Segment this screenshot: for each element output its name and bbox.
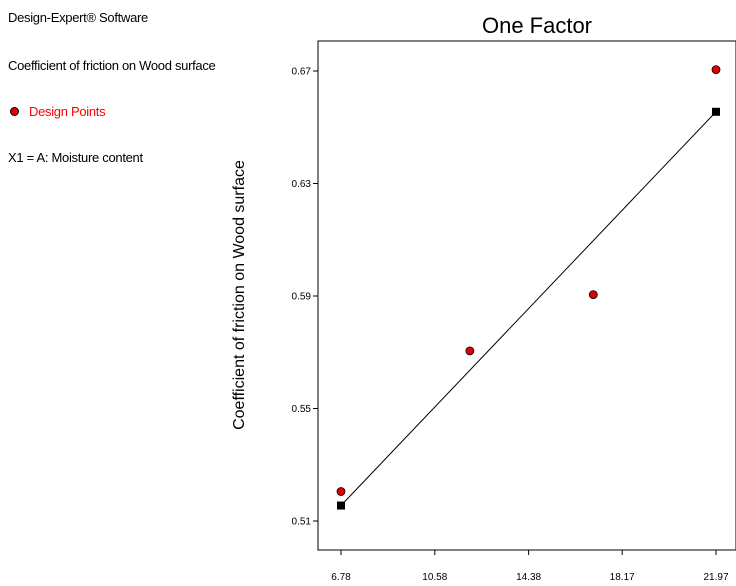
y-axis-label-group: Coefficient of friction on Wood surface	[231, 160, 248, 430]
x-tick-label: 10.58	[422, 572, 447, 583]
x-tick-label: 18.17	[610, 572, 635, 583]
y-tick-label: 0.63	[292, 179, 312, 190]
y-axis-label: Coefficient of friction on Wood surface	[231, 160, 248, 430]
legend-label: Design Points	[29, 104, 106, 119]
axis-ticks: 0.51 0.55 0.59 0.63 0.67 6.78 10.58 14.38 18.17 2…	[292, 67, 729, 584]
response-name: Coefficient of friction on Wood surface	[8, 58, 216, 73]
y-tick-label: 0.51	[292, 517, 312, 528]
design-point	[711, 65, 721, 74]
x-tick-label: 6.78	[331, 572, 351, 583]
plot-frame	[317, 40, 736, 551]
chart-marks	[336, 65, 721, 510]
design-point-marker-icon	[10, 107, 19, 116]
fit-endpoint-marker	[337, 501, 345, 510]
y-tick-label: 0.67	[292, 67, 312, 78]
fit-line	[340, 111, 717, 506]
factor-description: X1 = A: Moisture content	[8, 150, 143, 165]
fit-endpoint-marker	[712, 107, 720, 116]
design-point	[465, 346, 475, 356]
design-point	[588, 290, 598, 299]
legend-design-points: Design Points	[8, 104, 106, 119]
x-tick-label: 21.97	[703, 572, 728, 583]
x-tick-label: 14.38	[516, 572, 541, 583]
chart-title: One Factor	[482, 13, 592, 38]
y-tick-label: 0.55	[292, 404, 312, 415]
software-name: Design-Expert® Software	[8, 10, 148, 25]
y-tick-label: 0.59	[292, 292, 312, 303]
design-point	[336, 487, 346, 496]
